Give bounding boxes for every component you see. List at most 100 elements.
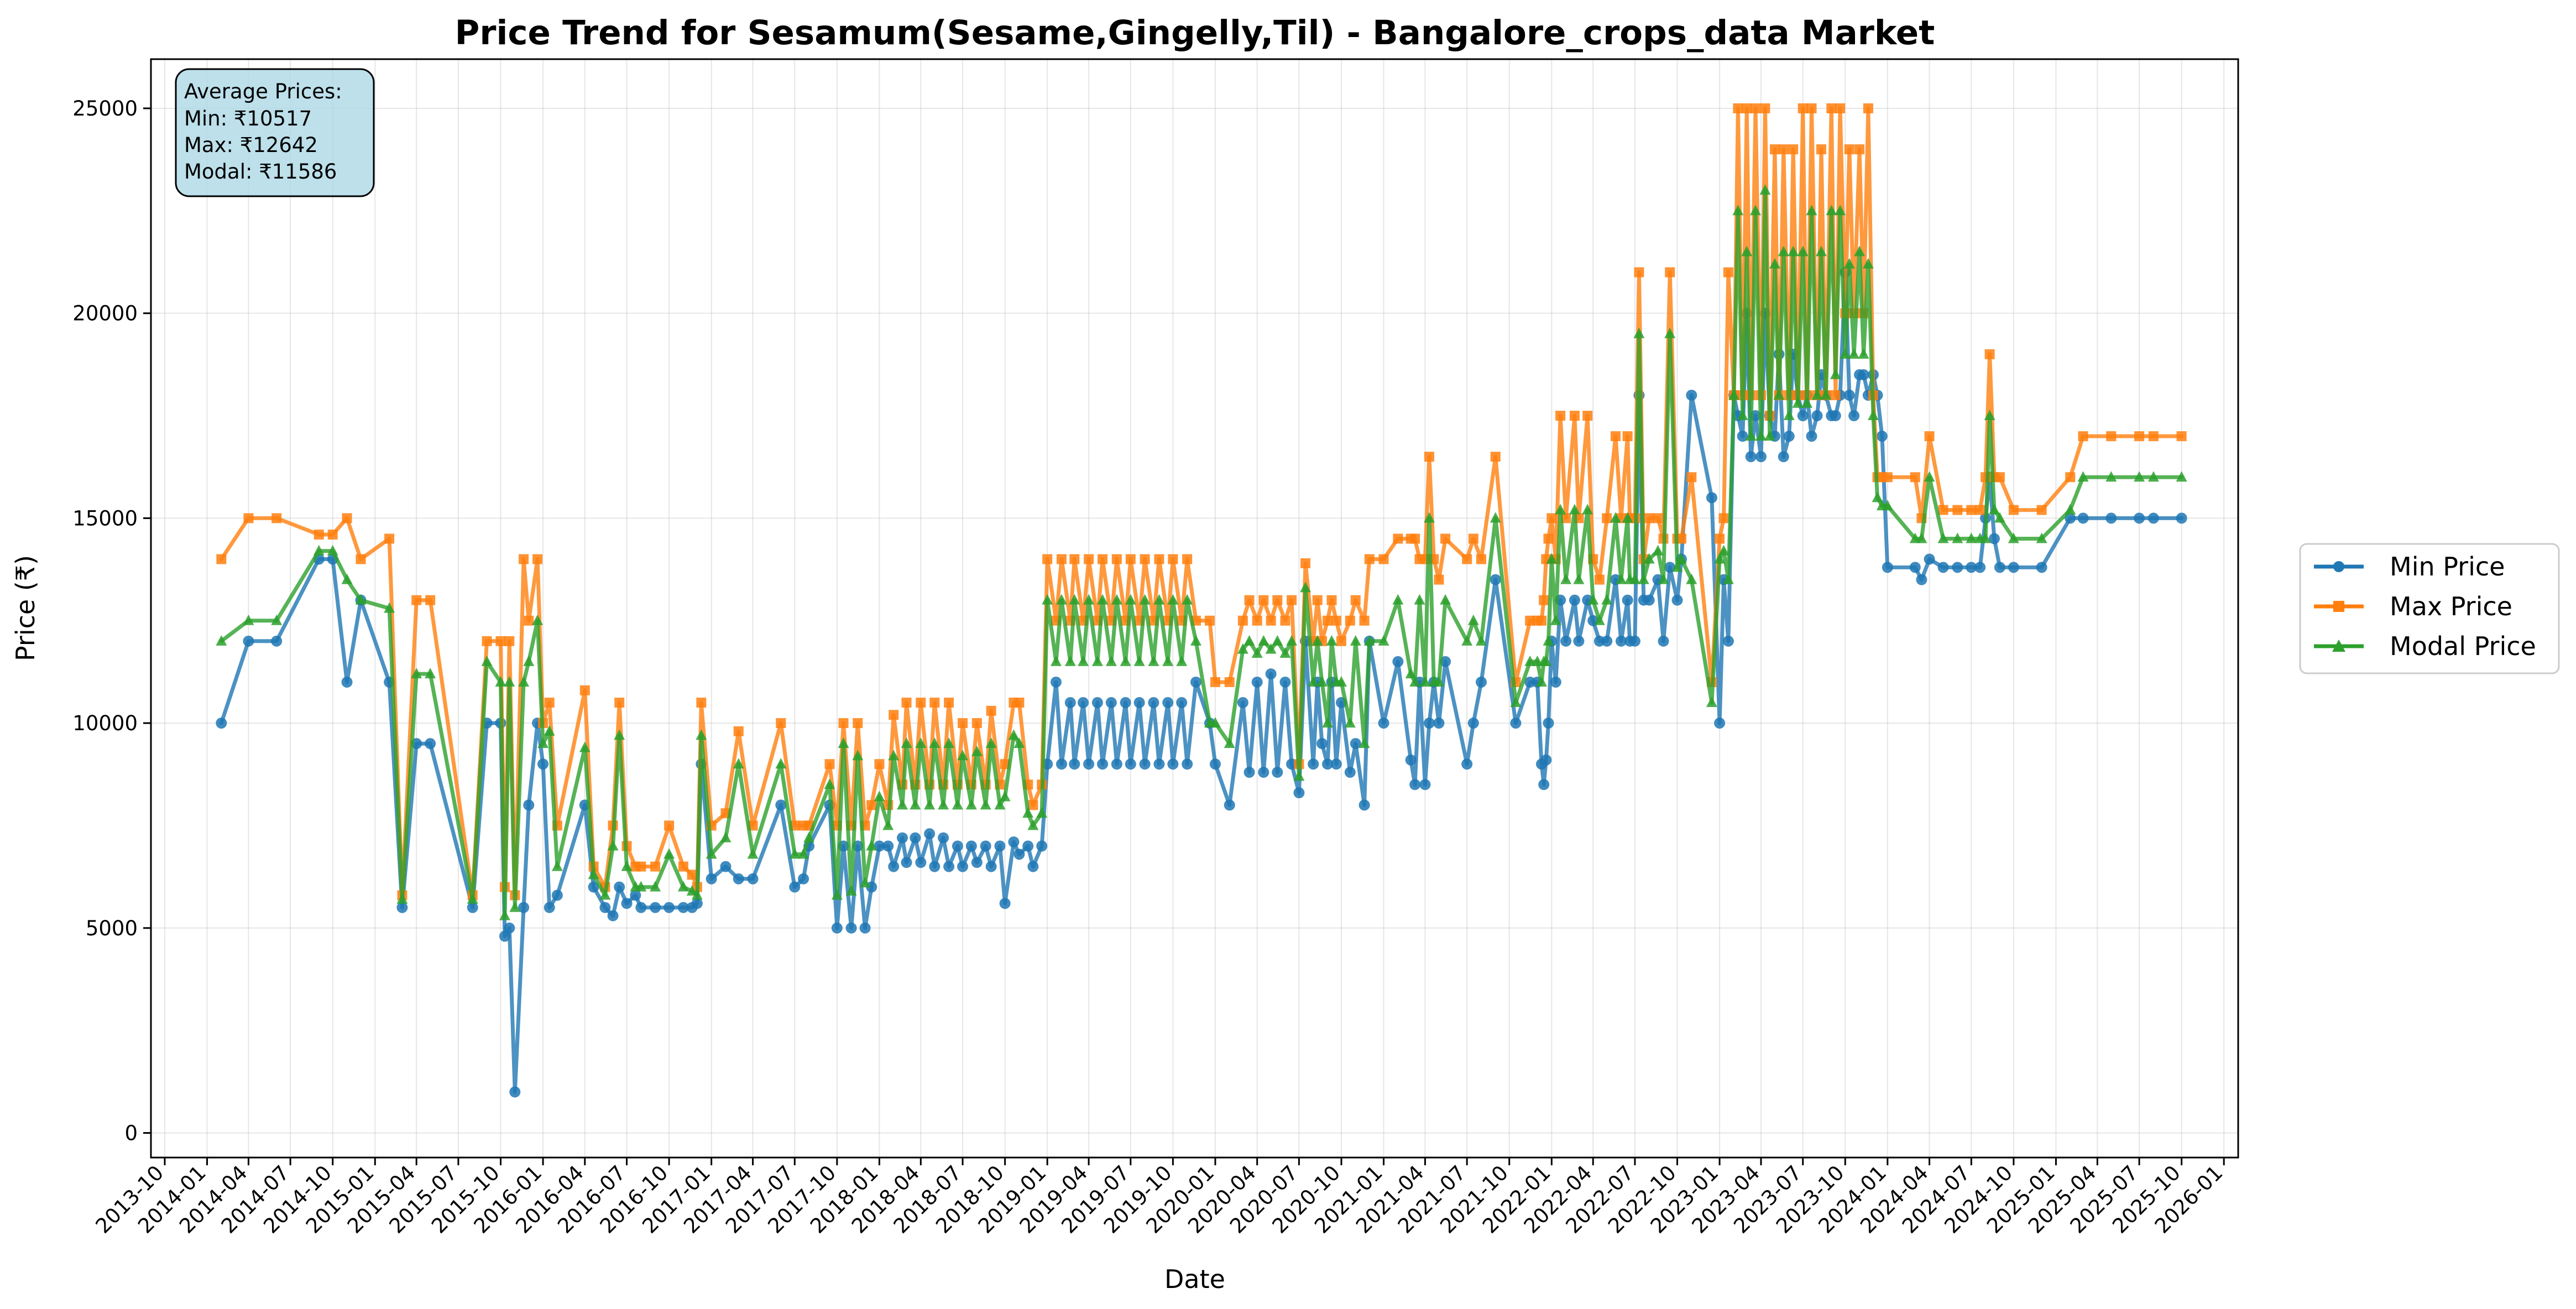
data-point (831, 889, 843, 900)
data-point (1350, 738, 1361, 750)
data-point (499, 930, 510, 942)
data-point (1148, 697, 1159, 709)
data-point (1350, 595, 1361, 605)
data-point (1644, 513, 1654, 523)
data-point (509, 901, 521, 912)
data-point (985, 737, 997, 748)
data-point (396, 893, 408, 904)
data-point (852, 750, 864, 761)
data-point (2134, 431, 2145, 442)
data-point (1750, 103, 1760, 113)
data-point (1322, 717, 1334, 728)
data-point (1587, 594, 1599, 605)
data-point (980, 799, 991, 810)
data-point (1083, 758, 1095, 770)
data-point (1210, 677, 1220, 687)
data-point (607, 910, 619, 921)
data-point (1224, 799, 1235, 811)
data-point (1105, 697, 1117, 709)
data-point (614, 881, 625, 893)
data-point (1153, 758, 1165, 770)
data-point (537, 758, 549, 770)
legend-marker-max (2333, 601, 2344, 612)
data-point (1258, 767, 1269, 778)
data-point (687, 870, 697, 880)
data-point (1806, 431, 1817, 442)
data-point (1153, 594, 1165, 605)
data-point (1410, 533, 1420, 544)
data-point (650, 881, 661, 892)
data-point (1424, 452, 1434, 462)
data-point (1350, 635, 1361, 646)
stats-max: Max: ₹12642 (184, 133, 318, 157)
data-point (1811, 389, 1823, 400)
data-point (1423, 718, 1435, 729)
data-point (1008, 729, 1020, 740)
data-point (2176, 471, 2187, 482)
data-point (971, 745, 983, 756)
data-point (1120, 697, 1131, 709)
data-point (1344, 767, 1356, 778)
data-point (243, 614, 254, 625)
data-point (1601, 594, 1613, 605)
data-point (888, 861, 900, 872)
data-point (1820, 389, 1832, 400)
data-point (1653, 513, 1663, 523)
data-point (1569, 504, 1580, 515)
data-point (1461, 758, 1473, 770)
data-point (859, 922, 871, 934)
data-point (630, 889, 641, 901)
data-point (1300, 558, 1311, 568)
data-point (1084, 554, 1094, 564)
data-point (838, 718, 849, 729)
data-point (720, 831, 731, 842)
data-point (1133, 655, 1145, 666)
data-point (1182, 554, 1193, 564)
legend-entry-min: Min Price (2314, 552, 2505, 582)
data-point (2105, 512, 2117, 524)
data-point (1718, 544, 1729, 556)
data-point (2008, 532, 2019, 543)
data-point (271, 513, 282, 523)
data-point (1266, 615, 1276, 626)
data-point (1984, 410, 1995, 421)
data-point (2078, 431, 2088, 442)
data-point (1265, 643, 1277, 654)
data-point (1243, 635, 1255, 646)
data-point (1293, 770, 1305, 781)
data-point (1139, 594, 1151, 605)
data-point (831, 922, 843, 934)
data-point (1409, 676, 1421, 687)
data-point (733, 758, 744, 769)
data-point (1916, 532, 1927, 543)
data-point (1540, 754, 1552, 766)
data-point (1363, 635, 1375, 646)
data-point (1633, 327, 1645, 338)
data-point (1550, 676, 1561, 688)
data-point (1461, 635, 1473, 646)
data-point (938, 799, 949, 810)
data-point (1083, 594, 1095, 605)
data-point (1876, 431, 1888, 442)
data-point (971, 718, 982, 729)
data-point (504, 636, 515, 646)
data-point (1723, 267, 1733, 277)
data-point (1652, 544, 1664, 556)
data-point (1741, 245, 1753, 256)
data-point (1830, 410, 1841, 422)
data-point (1966, 532, 1977, 543)
legend-label-modal: Modal Price (2390, 631, 2536, 661)
data-point (1013, 737, 1025, 748)
data-point (1937, 532, 1949, 543)
data-point (1686, 472, 1697, 483)
data-point (327, 544, 338, 556)
data-point (1125, 758, 1136, 770)
data-point (355, 594, 367, 605)
y-axis-label: Price (₹) (11, 555, 40, 661)
data-point (1405, 754, 1417, 766)
data-point (621, 898, 633, 909)
data-point (1728, 389, 1739, 400)
data-point (1293, 787, 1305, 799)
data-point (1718, 513, 1729, 523)
data-point (2105, 471, 2117, 482)
